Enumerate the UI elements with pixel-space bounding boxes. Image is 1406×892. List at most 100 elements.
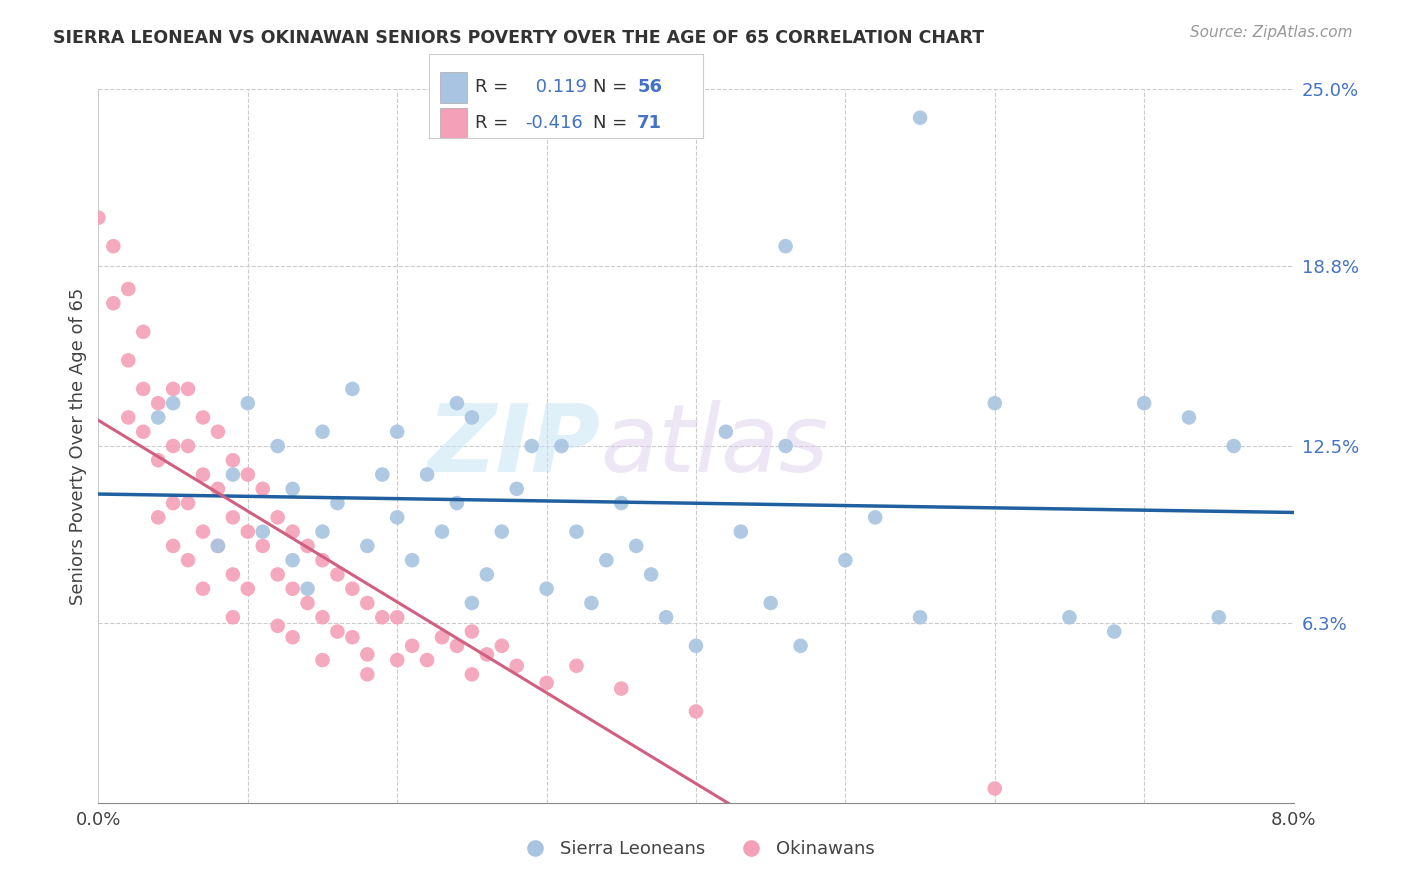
Point: [730, 524, 752, 539]
Point: [103, 239, 125, 253]
Point: [236, 524, 259, 539]
Point: [281, 630, 304, 644]
Point: [520, 439, 543, 453]
Point: [385, 610, 409, 624]
Point: [446, 496, 468, 510]
Point: [103, 296, 125, 310]
Point: [565, 658, 588, 673]
Point: [626, 539, 648, 553]
Point: [385, 425, 409, 439]
Point: [207, 539, 229, 553]
Point: [461, 624, 484, 639]
Point: [311, 553, 333, 567]
Point: [311, 653, 333, 667]
Point: [162, 396, 184, 410]
Point: [461, 667, 484, 681]
Point: [177, 382, 200, 396]
Point: [252, 482, 274, 496]
Point: [610, 681, 633, 696]
Point: [491, 639, 513, 653]
Point: [132, 382, 155, 396]
Point: [326, 496, 349, 510]
Point: [536, 676, 558, 690]
Point: [789, 639, 811, 653]
Point: [267, 567, 290, 582]
Point: [506, 658, 529, 673]
Text: N =: N =: [593, 78, 633, 96]
Point: [371, 467, 394, 482]
Point: [222, 467, 245, 482]
Point: [207, 482, 229, 496]
Point: [162, 382, 184, 396]
Point: [177, 496, 200, 510]
Point: [117, 410, 139, 425]
Point: [1178, 410, 1201, 425]
Point: [775, 439, 797, 453]
Point: [281, 553, 304, 567]
Text: -0.416: -0.416: [524, 114, 582, 132]
Point: [281, 482, 304, 496]
Point: [342, 630, 364, 644]
Point: [685, 705, 707, 719]
Point: [446, 396, 468, 410]
Text: 71: 71: [637, 114, 662, 132]
Point: [475, 567, 498, 582]
Text: Source: ZipAtlas.com: Source: ZipAtlas.com: [1189, 25, 1353, 40]
Point: [191, 524, 214, 539]
Point: [685, 639, 707, 653]
Point: [117, 282, 139, 296]
Point: [162, 439, 184, 453]
Point: [401, 639, 423, 653]
Point: [550, 439, 572, 453]
Point: [581, 596, 603, 610]
Point: [461, 410, 484, 425]
Point: [207, 539, 229, 553]
Point: [267, 619, 290, 633]
Point: [385, 510, 409, 524]
Point: [565, 524, 588, 539]
Text: ZIP: ZIP: [427, 400, 600, 492]
Text: 56: 56: [637, 78, 662, 96]
Point: [356, 539, 378, 553]
Point: [267, 439, 290, 453]
Point: [311, 425, 333, 439]
Point: [655, 610, 678, 624]
Point: [252, 524, 274, 539]
Point: [342, 582, 364, 596]
Point: [536, 582, 558, 596]
Point: [311, 610, 333, 624]
Text: 0.119: 0.119: [530, 78, 588, 96]
Point: [191, 582, 214, 596]
Point: [236, 396, 259, 410]
Point: [908, 610, 931, 624]
Point: [281, 524, 304, 539]
Point: [267, 510, 290, 524]
Point: [595, 553, 617, 567]
Point: [446, 639, 468, 653]
Point: [984, 781, 1007, 796]
Point: [177, 439, 200, 453]
Point: [865, 510, 887, 524]
Point: [207, 425, 229, 439]
Point: [132, 325, 155, 339]
Point: [416, 467, 439, 482]
Point: [191, 410, 214, 425]
Point: [1133, 396, 1156, 410]
Point: [222, 453, 245, 467]
Legend: Sierra Leoneans, Okinawans: Sierra Leoneans, Okinawans: [510, 833, 882, 865]
Point: [461, 596, 484, 610]
Point: [356, 648, 378, 662]
Point: [416, 653, 439, 667]
Point: [775, 239, 797, 253]
Point: [834, 553, 856, 567]
Point: [297, 539, 319, 553]
Point: [506, 482, 529, 496]
Point: [162, 496, 184, 510]
Point: [297, 596, 319, 610]
Text: atlas: atlas: [600, 401, 828, 491]
Point: [475, 648, 498, 662]
Point: [148, 396, 170, 410]
Text: N =: N =: [593, 114, 633, 132]
Point: [385, 653, 409, 667]
Point: [984, 396, 1007, 410]
